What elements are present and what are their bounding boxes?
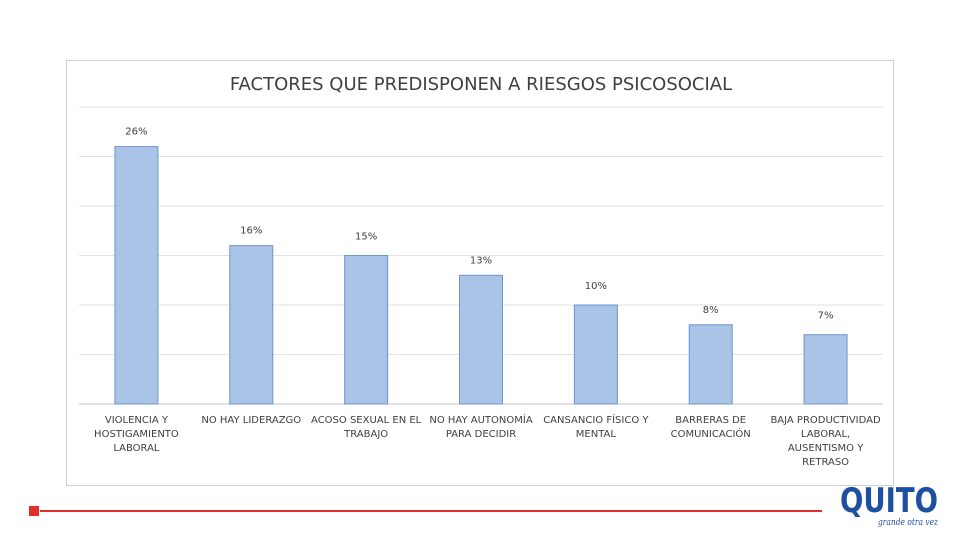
category-label: BARRERAS DE COMUNICACIÓN <box>671 415 751 440</box>
data-label: 15% <box>355 232 377 243</box>
data-label: 13% <box>470 255 492 266</box>
chart-panel: FACTORES QUE PREDISPONEN A RIESGOS PSICO… <box>66 60 894 486</box>
logo-wordmark: QUITO <box>840 481 938 521</box>
bar <box>459 274 503 405</box>
category-label: VIOLENCIA Y HOSTIGAMIENTO LABORAL <box>94 415 179 454</box>
bar <box>229 245 274 405</box>
bars <box>114 146 848 405</box>
chart-title: FACTORES QUE PREDISPONEN A RIESGOS PSICO… <box>230 74 732 95</box>
bar <box>573 304 618 405</box>
data-label: 7% <box>818 311 834 322</box>
logo-tagline: grande otra vez <box>878 518 938 528</box>
bar <box>803 334 848 405</box>
data-label: 16% <box>240 226 262 237</box>
bar-chart: FACTORES QUE PREDISPONEN A RIESGOS PSICO… <box>79 74 883 468</box>
category-label: BAJA PRODUCTIVIDAD LABORAL, AUSENTISMO Y RE… <box>770 415 881 468</box>
footer-rule <box>40 510 822 512</box>
data-label: 26% <box>125 127 147 138</box>
data-labels: 26% 16% 15% 13% 10% 8% 7% <box>125 127 833 322</box>
category-label: NO HAY LIDERAZGO <box>201 415 301 426</box>
data-label: 10% <box>585 281 607 292</box>
footer-accent-square <box>29 506 39 516</box>
category-label: ACOSO SEXUAL EN EL TRABAJO <box>311 415 422 440</box>
quito-logo: QUITO grande otra vez <box>840 481 938 528</box>
bar <box>688 324 733 405</box>
data-label: 8% <box>703 305 719 316</box>
category-label: NO HAY AUTONOMÍA PARA DECIDIR <box>429 413 532 440</box>
category-label: CANSANCIO FÍSICO Y MENTAL <box>543 413 649 440</box>
bar <box>114 146 159 405</box>
category-labels: VIOLENCIA Y HOSTIGAMIENTO LABORAL NO HAY LI… <box>94 413 881 468</box>
bar <box>344 255 389 405</box>
